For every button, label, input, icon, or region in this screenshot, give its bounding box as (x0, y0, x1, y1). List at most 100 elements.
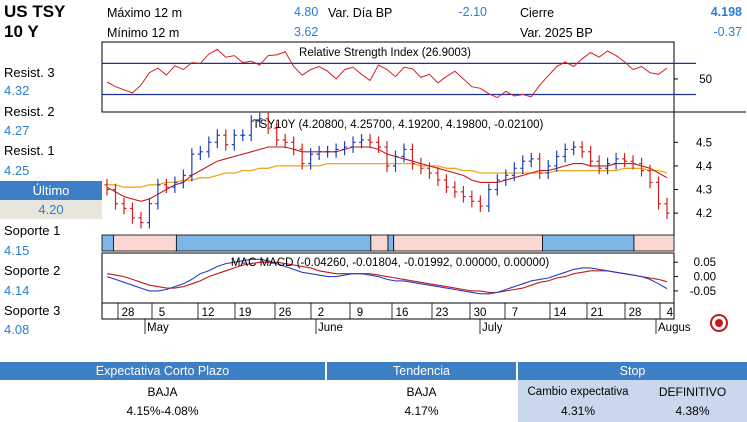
price-bar (350, 136, 356, 153)
price-bar (146, 197, 152, 229)
vardia-label: Var. Día BP (328, 6, 393, 20)
month-label: July (482, 322, 503, 334)
x-axis: 28 5 12 19 26 2 9 16 23 30 7 14 21 28 4 May June July Augu… (101, 302, 691, 334)
price-bar (656, 176, 662, 210)
price-bar (392, 150, 398, 172)
price-bar (180, 169, 186, 189)
soporte2-label: Soporte 2 (4, 263, 61, 278)
stop-cells (518, 380, 747, 422)
var2025-label: Var. 2025 BP (520, 26, 593, 40)
price-bar (503, 169, 509, 186)
band-segment-bear (113, 234, 177, 252)
instrument-name: US TSY (4, 2, 66, 21)
price-bar (274, 122, 280, 146)
price-bar (112, 183, 118, 210)
price-bar (460, 185, 466, 203)
price-bar (189, 148, 195, 182)
x-tick-label: 12 (202, 307, 215, 319)
corto-value: BAJA (147, 385, 178, 399)
x-tick-label: 28 (629, 307, 642, 319)
price-bar (316, 145, 322, 161)
price-bar (367, 134, 373, 149)
x-axis-frame (101, 302, 675, 320)
price-bar (528, 152, 534, 168)
cierre-label: Cierre (520, 6, 555, 20)
price-bar (197, 145, 203, 161)
cambio-label: Cambio expectativa (527, 386, 629, 398)
cambio-value: 4.31% (560, 404, 596, 418)
price-bar (291, 136, 297, 156)
price-bar (435, 167, 441, 186)
technical-chart: Relative Strength Index (26.9003) 50 4.2… (101, 41, 746, 334)
x-tick-label: 30 (474, 307, 487, 319)
price-bar (384, 141, 390, 172)
band-segment-bear (633, 234, 675, 252)
price-bar (223, 129, 229, 151)
ultimo-box: Último 4.20 (0, 181, 102, 219)
x-tick-label: 26 (279, 307, 292, 319)
cierre-value: 4.198 (710, 5, 742, 19)
price-bar (613, 152, 619, 170)
price-bar (342, 141, 348, 156)
price-title: TSY10Y (4.20800, 4.25700, 4.19200, 4.198… (253, 119, 544, 131)
price-panel: 4.2 4.3 4.4 4.5 TSY10Y (4.20800, 4.25700, 4… (102, 111, 746, 235)
price-bar (511, 162, 517, 182)
price-bar (409, 143, 415, 170)
band-segment-bull (175, 234, 372, 252)
price-bar (299, 143, 305, 170)
price-bar (418, 157, 424, 175)
price-bar (630, 155, 636, 170)
resist3-value: 4.32 (4, 83, 30, 98)
tendencia-range: 4.17% (404, 404, 439, 418)
price-bar (647, 164, 653, 189)
macd-panel: -0.05 0.00 0.05 MAC MACD (-0.04260, -0.018… (101, 252, 716, 304)
macd-frame (101, 252, 675, 304)
price-bar (163, 178, 169, 194)
price-bar (172, 176, 178, 194)
price-bar (121, 197, 127, 215)
resist3-label: Resist. 3 (4, 65, 55, 80)
price-bar (129, 202, 135, 224)
soporte3-label: Soporte 3 (4, 303, 61, 318)
x-tick-label: 28 (122, 307, 135, 319)
price-bar (359, 134, 365, 149)
soporte2-value: 4.14 (4, 283, 30, 298)
x-tick-label: 4 (667, 307, 674, 319)
x-tick-label: 7 (512, 307, 518, 319)
price-bar (596, 155, 602, 175)
price-bar (605, 157, 611, 175)
resist1-value: 4.25 (4, 163, 30, 178)
var2025-value: -0.37 (713, 25, 743, 39)
macd-title: MAC MACD (-0.04260, -0.01804, -0.01992, … (231, 257, 550, 269)
price-bar (401, 143, 407, 163)
ultimo-value: 4.20 (0, 200, 102, 219)
corto-header: Expectativa Corto Plazo (0, 362, 325, 380)
price-bar (155, 178, 161, 210)
band-segment-bull (101, 234, 114, 252)
price-bar (376, 136, 382, 153)
price-bar (325, 145, 331, 158)
soporte1-value: 4.15 (4, 243, 30, 258)
price-bar (265, 112, 271, 135)
price-tick-label: 4.2 (696, 208, 712, 220)
x-tick-label: 9 (357, 307, 363, 319)
band-segment-bear (393, 234, 543, 252)
price-bar (639, 157, 645, 177)
price-bar (282, 134, 288, 149)
price-ticks: 4.2 4.3 4.4 4.5 (674, 137, 713, 220)
soporte3-value: 4.08 (4, 322, 30, 337)
price-bar (554, 150, 560, 172)
x-tick-label: 14 (554, 307, 567, 319)
resist1-label: Resist. 1 (4, 143, 55, 158)
rsi-tick-label: 50 (699, 74, 712, 86)
month-label: May (147, 322, 169, 334)
macd-tick-label: 0.05 (694, 257, 716, 269)
macd-line (106, 258, 668, 295)
macd-ticks: -0.05 0.00 0.05 (674, 257, 716, 298)
definitivo-value: 4.38% (675, 404, 710, 418)
price-bar (494, 174, 500, 196)
price-bar (333, 143, 339, 158)
corto-range: 4.15%-4.08% (126, 404, 199, 418)
price-bar (579, 141, 585, 158)
price-bar (257, 112, 263, 127)
